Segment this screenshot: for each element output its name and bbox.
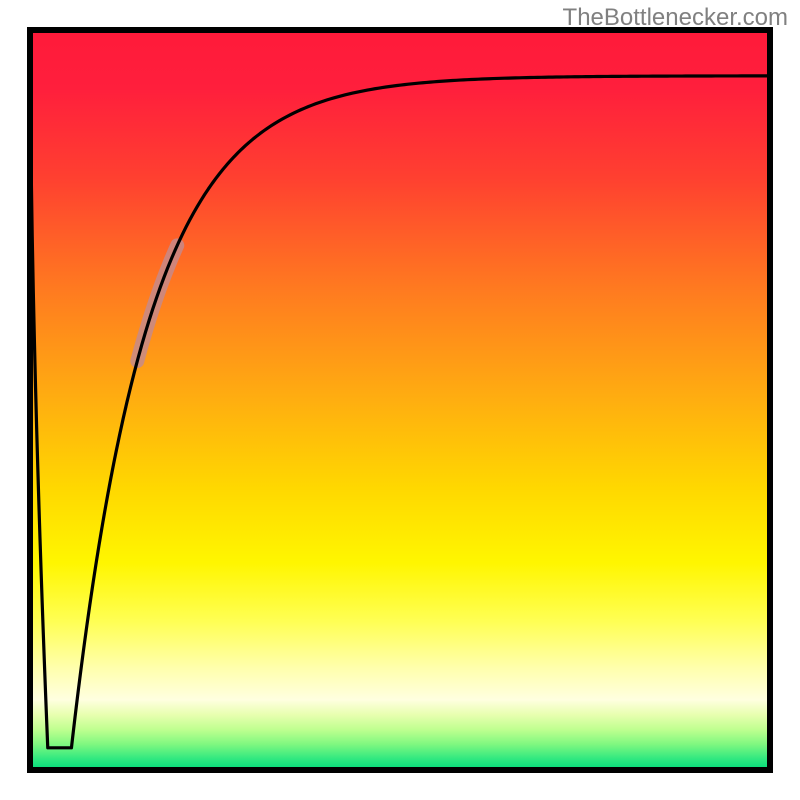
plot-area xyxy=(30,30,770,770)
watermark-text: TheBottlenecker.com xyxy=(563,4,788,32)
plot-background xyxy=(30,30,770,770)
bottleneck-chart xyxy=(0,0,800,800)
